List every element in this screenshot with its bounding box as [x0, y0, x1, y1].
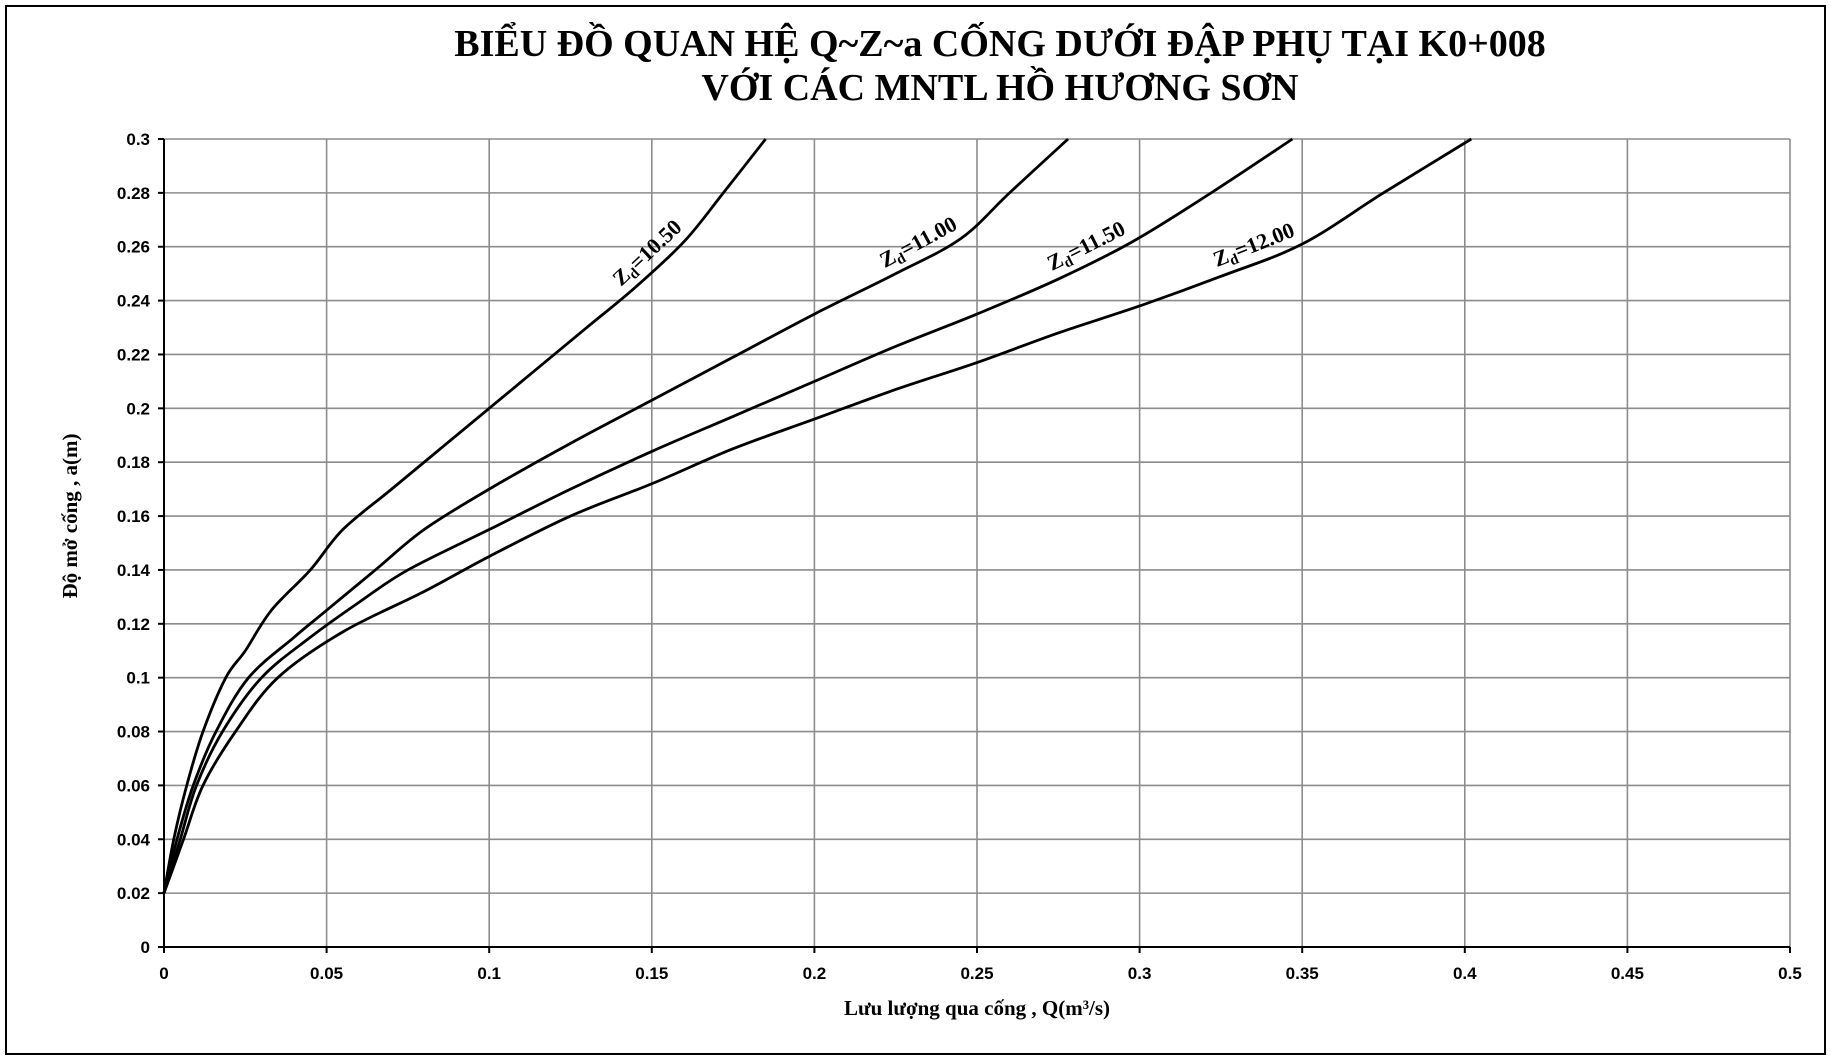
y-tick-label: 0.18 — [117, 453, 150, 472]
y-tick-label: 0.24 — [117, 292, 151, 311]
x-tick-label: 0.35 — [1286, 964, 1319, 983]
y-tick-label: 0.06 — [117, 776, 150, 795]
x-tick-label: 0.25 — [960, 964, 993, 983]
y-tick-label: 0.04 — [117, 830, 151, 849]
chart-title: BIỂU ĐỒ QUAN HỆ Q~Z~a CỐNG DƯỚI ĐẬP PHỤ … — [454, 21, 1545, 65]
y-tick-label: 0.2 — [126, 399, 150, 418]
x-axis-label: Lưu lượng qua cống , Q(m³/s) — [844, 996, 1110, 1020]
axis-layer — [158, 138, 1791, 953]
x-tick-label: 0.2 — [803, 964, 827, 983]
x-tick-label: 0.5 — [1778, 964, 1802, 983]
y-tick-label: 0.16 — [117, 507, 150, 526]
series-layer — [162, 137, 1473, 894]
y-tick-label: 0.08 — [117, 723, 150, 742]
x-tick-label: 0.15 — [635, 964, 668, 983]
x-tick-label: 0.3 — [1128, 964, 1152, 983]
chart-border — [5, 5, 1826, 1055]
y-tick-label: 0 — [141, 938, 150, 957]
series-line-1 — [162, 138, 767, 894]
y-tick-label: 0.3 — [126, 130, 150, 149]
y-tick-label: 0.28 — [117, 184, 150, 203]
x-tick-label: 0.45 — [1611, 964, 1644, 983]
series-line-4 — [162, 137, 1473, 894]
y-tick-label: 0.1 — [126, 669, 150, 688]
grid-layer — [164, 138, 1791, 947]
chart-subtitle: VỚI CÁC MNTL HỒ HƯƠNG SƠN — [701, 65, 1298, 109]
x-tick-label: 0.1 — [477, 964, 501, 983]
y-tick-label: 0.22 — [117, 345, 150, 364]
y-axis-label: Độ mở cống , a(m) — [58, 433, 82, 598]
y-tick-label: 0.26 — [117, 238, 150, 257]
tick-layer: 0 0.05 0.1 0.15 0.2 0.25 0.3 0.35 0.4 0.45 0.5 0 0.0… — [117, 130, 1802, 983]
y-tick-label: 0.14 — [117, 561, 151, 580]
series-line-3 — [162, 137, 1294, 894]
x-tick-label: 0 — [159, 964, 168, 983]
y-tick-label: 0.12 — [117, 615, 150, 634]
x-tick-label: 0.05 — [310, 964, 343, 983]
x-tick-label: 0.4 — [1453, 964, 1477, 983]
y-tick-label: 0.02 — [117, 884, 150, 903]
series-line-2 — [162, 137, 1070, 894]
